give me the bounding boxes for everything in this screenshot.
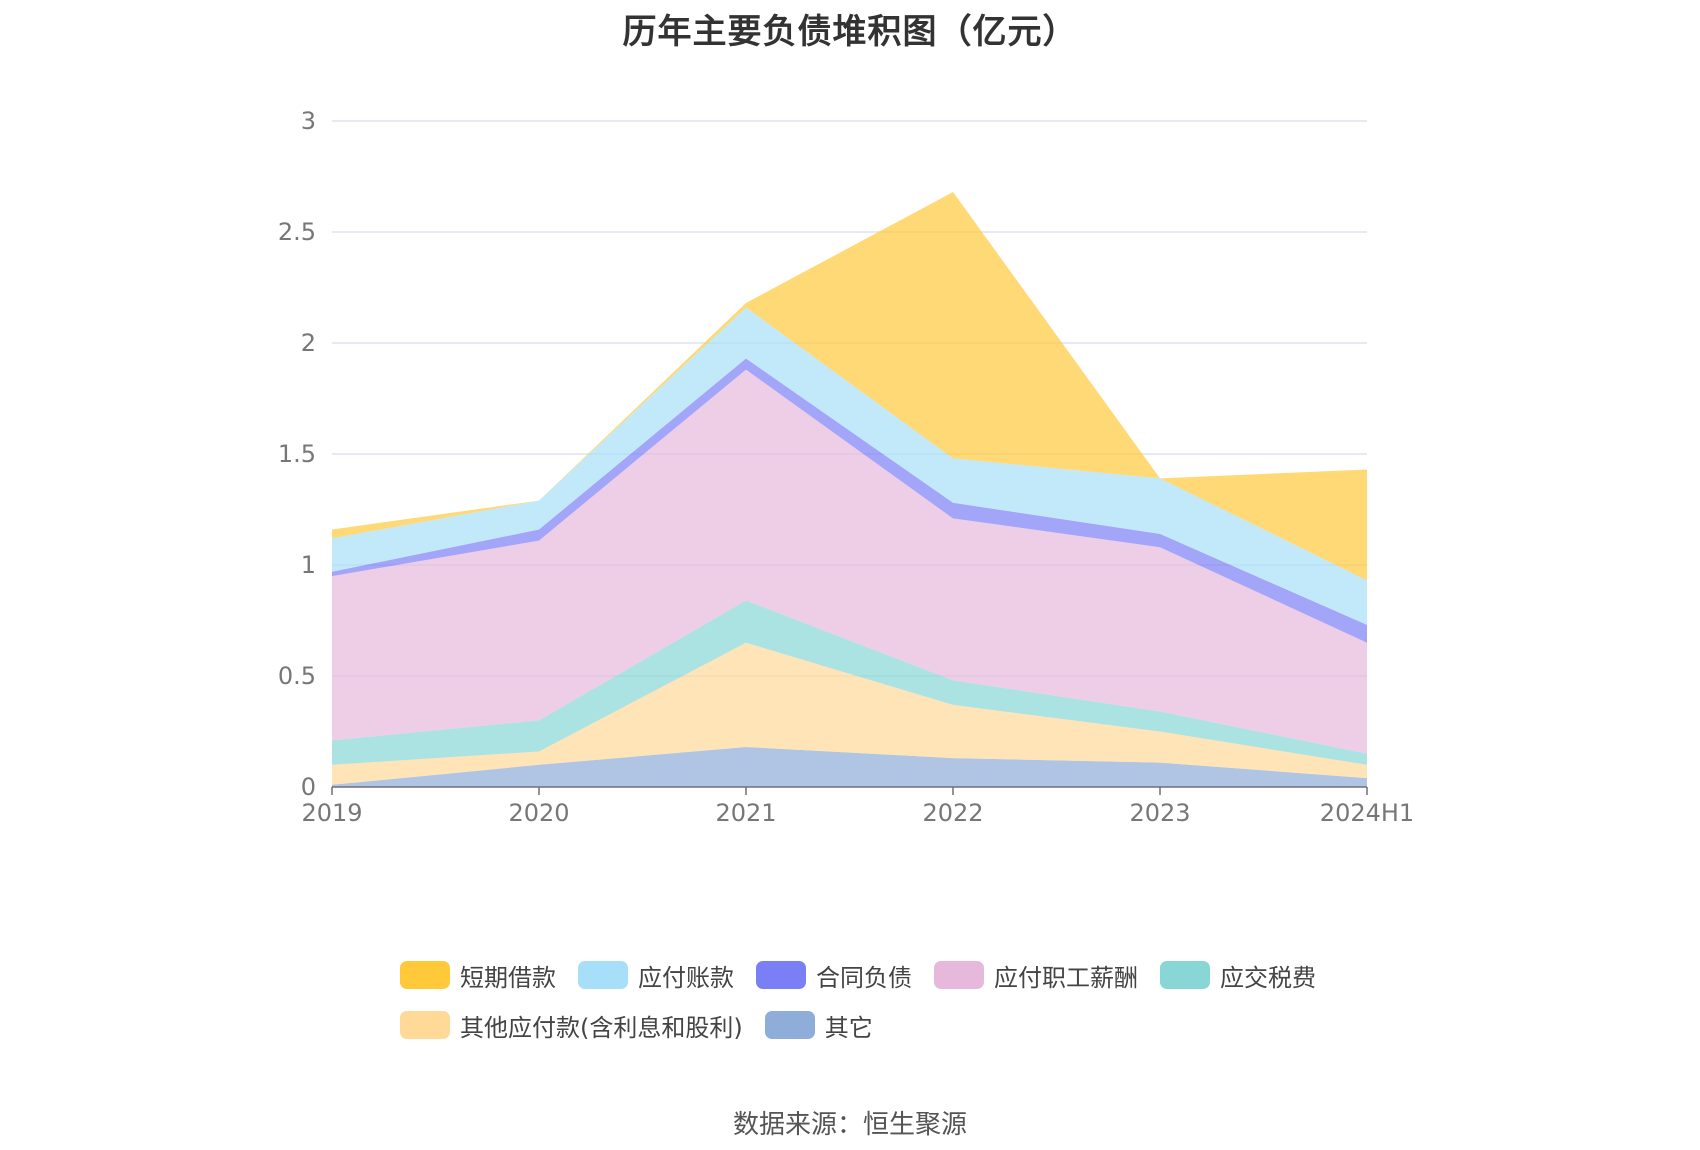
- legend: 短期借款 应付账款 合同负债 应付职工薪酬 应交税费 其他应付款(含利息和股利)…: [400, 950, 1400, 1050]
- x-tick-label: 2022: [922, 799, 983, 827]
- x-tick-label: 2021: [715, 799, 776, 827]
- legend-item-employee-payable[interactable]: 应付职工薪酬: [934, 958, 1138, 993]
- area-应付职工薪酬: [332, 369, 1367, 754]
- legend-swatch: [1160, 961, 1210, 989]
- y-tick-label: 0.5: [278, 662, 316, 690]
- legend-item-other-payables[interactable]: 其他应付款(含利息和股利): [400, 1008, 743, 1043]
- legend-label: 合同负债: [816, 963, 912, 992]
- legend-swatch: [400, 1011, 450, 1039]
- axes: 0 0.5 1 1.5 2 2.5 3 2019 2020 2021 2022 2023 2024H1: [278, 107, 1414, 827]
- legend-item-accounts-payable[interactable]: 应付账款: [578, 958, 734, 993]
- y-tick-label: 2: [301, 329, 316, 357]
- x-tick-label: 2020: [508, 799, 569, 827]
- legend-swatch: [756, 961, 806, 989]
- x-tick-label: 2024H1: [1320, 799, 1414, 827]
- y-tick-label: 1.5: [278, 440, 316, 468]
- x-tick-label: 2019: [301, 799, 362, 827]
- chart-title: 历年主要负债堆积图（亿元）: [622, 12, 1078, 52]
- legend-swatch: [400, 961, 450, 989]
- legend-label: 应交税费: [1220, 963, 1316, 992]
- area-应交税费: [332, 600, 1367, 765]
- legend-swatch: [578, 961, 628, 989]
- area-其它: [332, 747, 1367, 787]
- y-tick-label: 2.5: [278, 218, 316, 246]
- y-tick-label: 1: [301, 551, 316, 579]
- legend-item-others[interactable]: 其它: [764, 1008, 873, 1043]
- legend-label: 短期借款: [460, 963, 556, 992]
- area-series: [332, 192, 1367, 787]
- legend-row-1: 短期借款 应付账款 合同负债 应付职工薪酬 应交税费: [400, 950, 1400, 1000]
- legend-swatch: [934, 961, 984, 989]
- y-tick-label: 3: [301, 107, 316, 135]
- x-tick-label: 2023: [1129, 799, 1190, 827]
- legend-label: 其他应付款(含利息和股利): [460, 1013, 743, 1042]
- area-短期借款: [332, 192, 1367, 581]
- area-其他应付款(含利息和股利): [332, 642, 1367, 785]
- legend-label: 应付账款: [638, 963, 734, 992]
- legend-item-short-term-loans[interactable]: 短期借款: [400, 958, 556, 993]
- legend-swatch: [764, 1011, 815, 1039]
- legend-item-contract-liabilities[interactable]: 合同负债: [756, 958, 912, 993]
- legend-label: 其它: [824, 1013, 873, 1042]
- data-source: 数据来源：恒生聚源: [732, 1110, 967, 1140]
- legend-row-2: 其他应付款(含利息和股利) 其它: [400, 1000, 1400, 1050]
- legend-label: 应付职工薪酬: [994, 963, 1138, 992]
- legend-item-taxes-payable[interactable]: 应交税费: [1160, 958, 1316, 993]
- y-tick-label: 0: [301, 773, 316, 801]
